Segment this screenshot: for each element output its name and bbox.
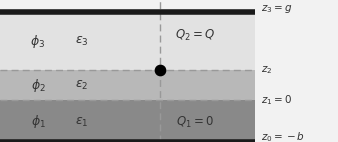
Bar	[0, 70, 255, 100]
Bar	[0, 12, 255, 70]
Bar	[0, 100, 255, 142]
Text: $z_2$: $z_2$	[261, 64, 272, 76]
Text: $z_0=-b$: $z_0=-b$	[261, 130, 305, 142]
Text: $\varepsilon_3$: $\varepsilon_3$	[75, 35, 89, 48]
Text: $\phi_3$: $\phi_3$	[30, 33, 46, 50]
Text: $\phi_2$: $\phi_2$	[30, 77, 45, 93]
Text: $z_3=g$: $z_3=g$	[261, 3, 292, 15]
Point	[157, 69, 163, 71]
Text: $\varepsilon_1$: $\varepsilon_1$	[75, 115, 89, 129]
Text: $\phi_1$: $\phi_1$	[30, 113, 46, 130]
Text: $z_1=0$: $z_1=0$	[261, 93, 292, 107]
Text: $Q_1=0$: $Q_1=0$	[176, 114, 214, 130]
Text: $Q_2=Q$: $Q_2=Q$	[175, 27, 215, 43]
Text: $\varepsilon_2$: $\varepsilon_2$	[75, 78, 89, 92]
